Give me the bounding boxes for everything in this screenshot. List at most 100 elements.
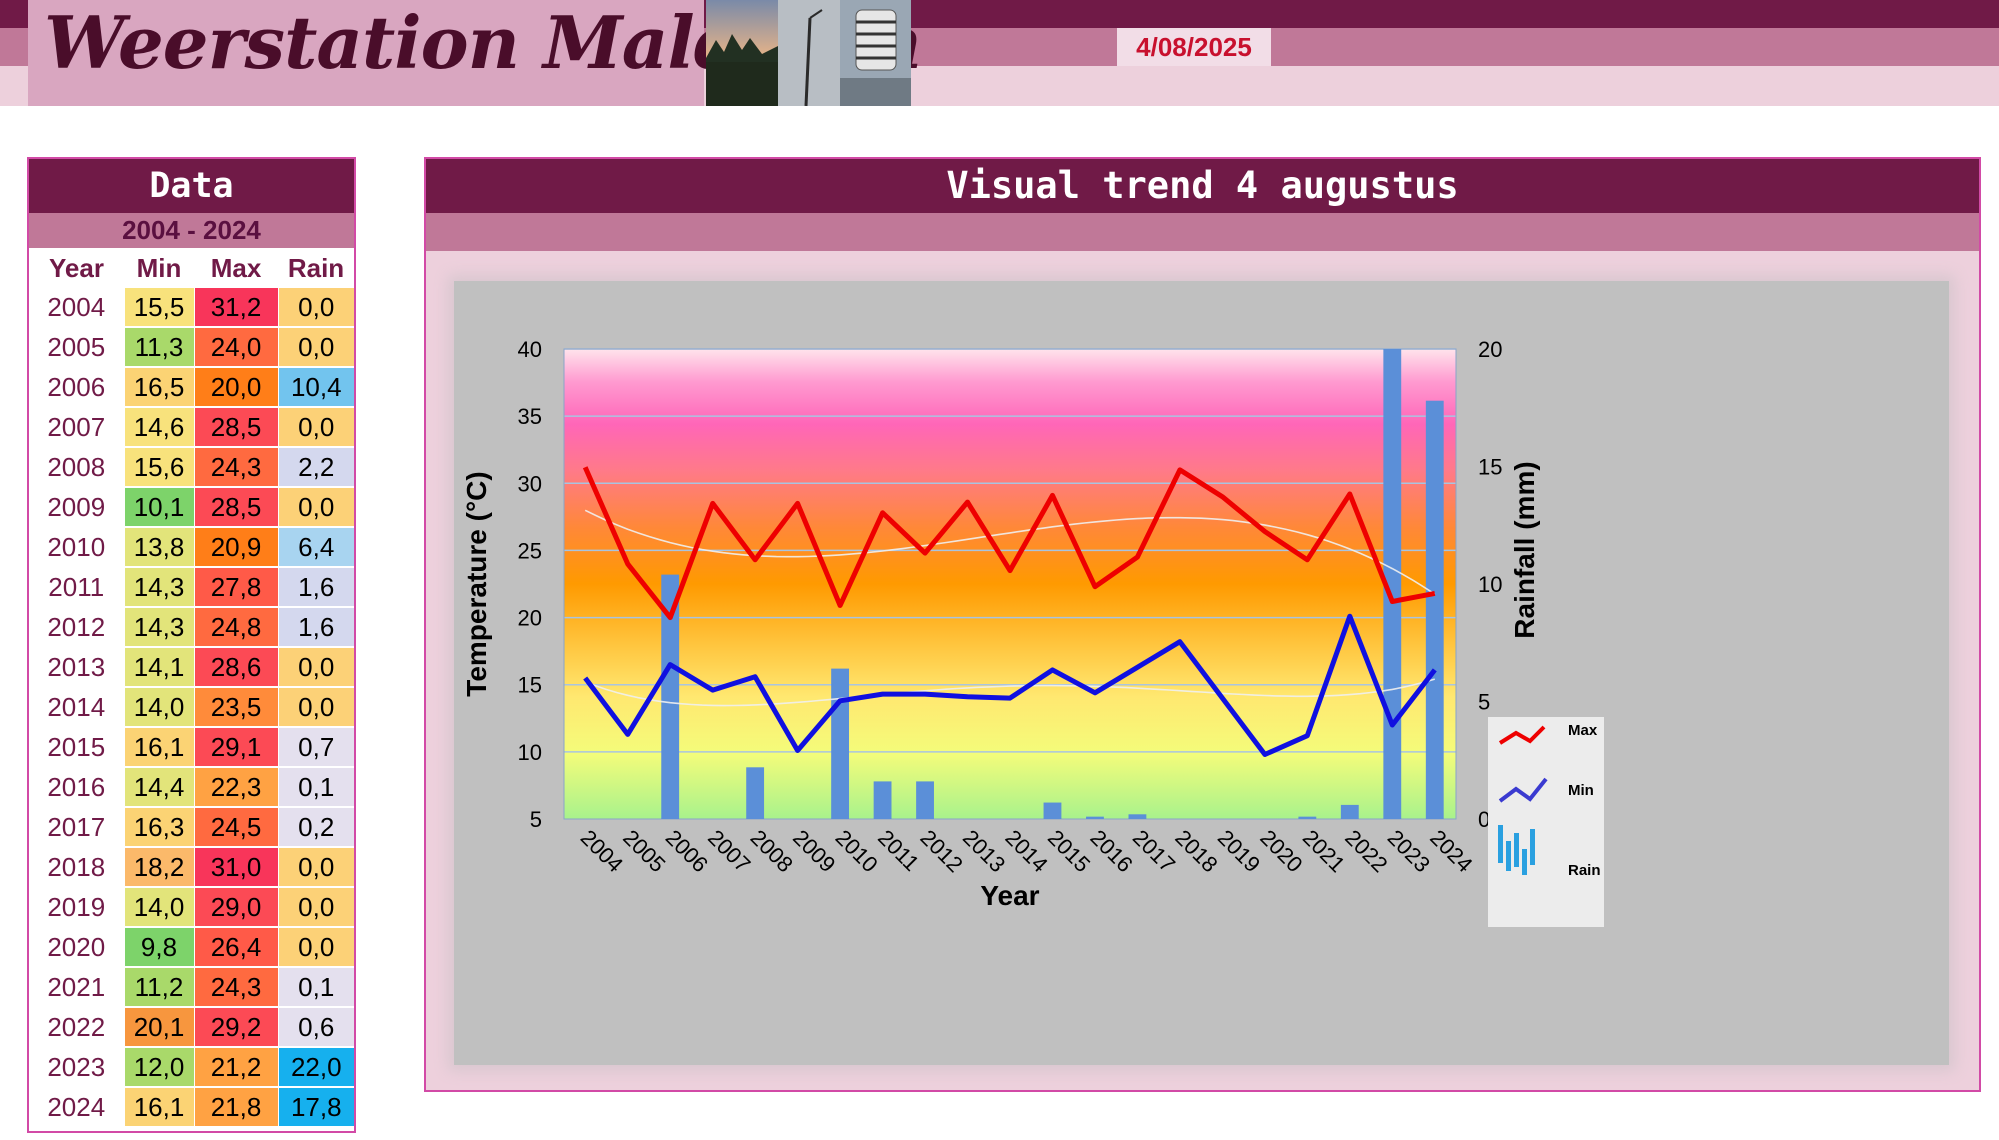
table-row: 2021 11,2 24,3 0,1 xyxy=(29,967,354,1008)
y-tick-label: 25 xyxy=(518,538,542,563)
column-header-min: Min xyxy=(136,252,182,283)
x-tick-label: 2009 xyxy=(788,825,840,877)
table-row: 2006 16,5 20,0 10,4 xyxy=(29,367,354,408)
cell-rain: 0,2 xyxy=(277,807,354,848)
cell-rain: 0,0 xyxy=(277,407,354,448)
legend-rain-label: Rain xyxy=(1568,862,1601,879)
cell-min: 14,4 xyxy=(123,767,194,808)
chart-panel-subheader xyxy=(426,213,1979,251)
cell-min: 11,3 xyxy=(123,327,194,368)
cell-year: 2013 xyxy=(29,647,124,688)
cell-year: 2009 xyxy=(29,487,124,528)
cell-max: 24,5 xyxy=(193,807,278,848)
x-tick-label: 2018 xyxy=(1170,825,1222,877)
cell-year: 2006 xyxy=(29,367,124,408)
cell-max: 26,4 xyxy=(193,927,278,968)
legend-min-label: Min xyxy=(1568,782,1594,799)
legend-rain-icon-bar xyxy=(1522,849,1527,875)
cell-max: 21,2 xyxy=(193,1047,278,1088)
legend-rain-icon-bar xyxy=(1530,829,1535,865)
column-header-year: Year xyxy=(49,252,104,283)
cell-min: 16,1 xyxy=(123,727,194,768)
min-trendline xyxy=(584,678,1436,707)
x-tick-label: 2022 xyxy=(1340,825,1392,877)
table-header-row: Year Min Max Rain xyxy=(29,248,354,288)
table-row: 2009 10,1 28,5 0,0 xyxy=(29,487,354,528)
y2-axis-title: Rainfall (mm) xyxy=(1509,461,1540,638)
y2-tick-label: 10 xyxy=(1478,572,1502,597)
cell-max: 31,2 xyxy=(193,288,278,328)
table-row: 2015 16,1 29,1 0,7 xyxy=(29,727,354,768)
cell-year: 2023 xyxy=(29,1047,124,1088)
rain-bar xyxy=(873,781,892,819)
cell-min: 14,0 xyxy=(123,887,194,928)
cell-min: 15,6 xyxy=(123,447,194,488)
cell-year: 2012 xyxy=(29,607,124,648)
table-row: 2007 14,6 28,5 0,0 xyxy=(29,407,354,448)
table-row: 2005 11,3 24,0 0,0 xyxy=(29,327,354,368)
x-tick-label: 2008 xyxy=(746,825,798,877)
cell-year: 2024 xyxy=(29,1087,124,1128)
x-tick-label: 2010 xyxy=(831,825,883,877)
x-tick-label: 2015 xyxy=(1043,825,1095,877)
cell-year: 2022 xyxy=(29,1007,124,1048)
x-axis-title: Year xyxy=(980,880,1039,911)
table-row: 2024 16,1 21,8 17,8 xyxy=(29,1087,354,1128)
cell-min: 13,8 xyxy=(123,527,194,568)
chart-legend: Max Min Rain xyxy=(1488,717,1604,927)
table-row: 2012 14,3 24,8 1,6 xyxy=(29,607,354,648)
x-tick-label: 2023 xyxy=(1383,825,1435,877)
cell-year: 2008 xyxy=(29,447,124,488)
cell-rain: 10,4 xyxy=(277,367,354,408)
cell-year: 2005 xyxy=(29,327,124,368)
cell-rain: 0,0 xyxy=(277,288,354,328)
y-tick-label: 15 xyxy=(518,673,542,698)
cell-min: 14,6 xyxy=(123,407,194,448)
x-tick-label: 2019 xyxy=(1213,825,1265,877)
chart-area: 5 10 15 20 25 30 35 40 0 5 10 15 20 2004 2005 2006 2007 2… xyxy=(454,281,1949,1065)
cell-max: 28,5 xyxy=(193,487,278,528)
cell-rain: 1,6 xyxy=(277,567,354,608)
y-tick-label: 30 xyxy=(518,471,542,496)
rain-bar xyxy=(661,574,680,819)
y-tick-label: 5 xyxy=(530,807,542,832)
cell-max: 20,9 xyxy=(193,527,278,568)
rain-bar xyxy=(1128,814,1147,819)
rain-bar xyxy=(1340,804,1359,819)
cell-rain: 0,1 xyxy=(277,767,354,808)
legend-box xyxy=(1488,717,1604,927)
data-table-title: Data xyxy=(29,159,354,213)
cell-min: 16,1 xyxy=(123,1087,194,1128)
table-row: 2004 15,5 31,2 0,0 xyxy=(29,288,354,328)
cell-rain: 0,0 xyxy=(277,887,354,928)
cell-min: 11,2 xyxy=(123,967,194,1008)
column-header-max: Max xyxy=(210,252,262,283)
data-table-panel: Data 2004 - 2024 Year Min Max Rain 2004 1… xyxy=(27,157,356,1133)
cell-rain: 1,6 xyxy=(277,607,354,648)
y2-tick-label: 5 xyxy=(1478,690,1490,715)
table-row: 2023 12,0 21,2 22,0 xyxy=(29,1047,354,1088)
y2-tick-label: 20 xyxy=(1478,337,1502,362)
chart-panel: Visual trend 4 augustus 5 10 15 20 25 30 35 40 0… xyxy=(424,157,1981,1092)
legend-rain-icon-bar xyxy=(1514,833,1519,867)
x-tick-label: 2004 xyxy=(576,825,628,877)
table-row: 2011 14,3 27,8 1,6 xyxy=(29,567,354,608)
data-table-body: 2004 15,5 31,2 0,0 2005 11,3 24,0 0,0 2006 16,5 20… xyxy=(29,288,354,1128)
rain-bar xyxy=(831,668,850,819)
cell-rain: 0,7 xyxy=(277,727,354,768)
cell-rain: 0,1 xyxy=(277,967,354,1008)
legend-max-icon xyxy=(1498,725,1546,745)
cell-min: 14,1 xyxy=(123,647,194,688)
rain-bar xyxy=(1298,816,1317,819)
cell-rain: 0,0 xyxy=(277,647,354,688)
rain-bar xyxy=(1383,349,1402,819)
cell-rain: 0,0 xyxy=(277,927,354,968)
y-tick-label: 35 xyxy=(518,404,542,429)
legend-max-label: Max xyxy=(1568,722,1598,739)
cell-max: 22,3 xyxy=(193,767,278,808)
rain-bar xyxy=(746,767,765,819)
table-row: 2020 9,8 26,4 0,0 xyxy=(29,927,354,968)
cell-rain: 0,0 xyxy=(277,847,354,888)
cell-max: 31,0 xyxy=(193,847,278,888)
cell-year: 2019 xyxy=(29,887,124,928)
